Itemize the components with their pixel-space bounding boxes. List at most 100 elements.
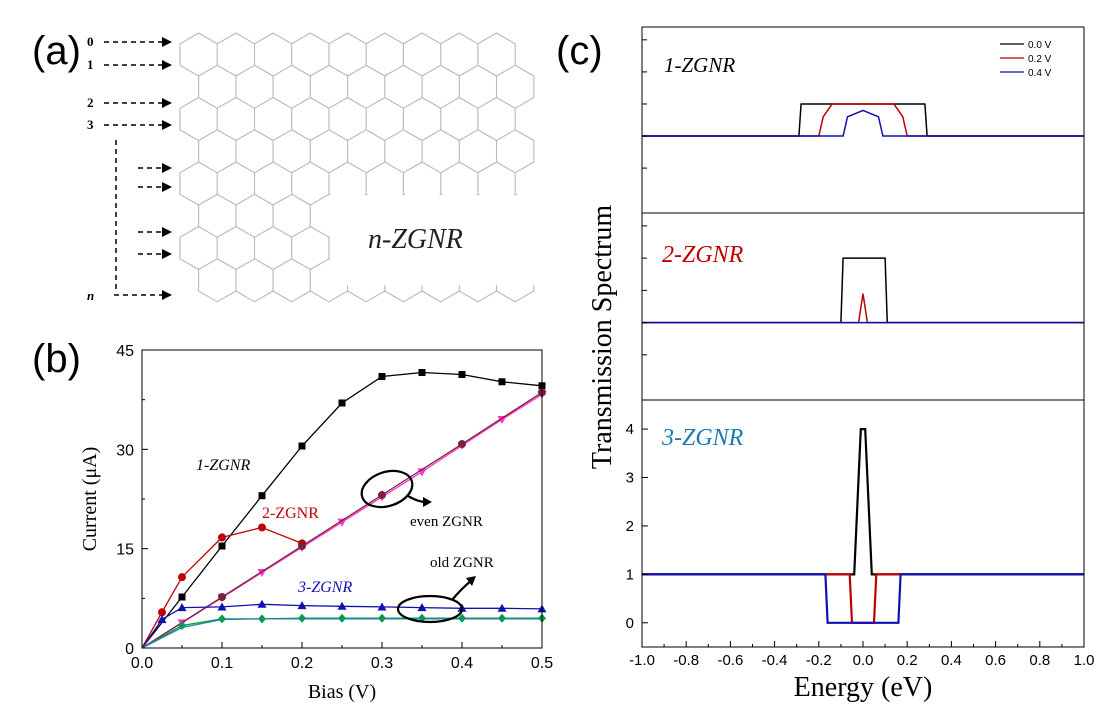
data-point: [258, 492, 266, 500]
panel-a-label: (a): [32, 29, 81, 73]
label-2-zgnr-b: 2-ZGNR: [262, 505, 319, 522]
y-tick-label-b: 0: [125, 641, 134, 658]
x-tick-label-c: 0.6: [985, 652, 1006, 669]
subplot-3-series: [642, 428, 1084, 624]
x-tick-label-b: 0.5: [531, 655, 553, 672]
x-tick-label-c: -0.4: [762, 652, 788, 669]
data-point: [497, 416, 507, 425]
subplot-1-series: [642, 103, 1084, 137]
subplot-label-1: 1-ZGNR: [664, 53, 735, 77]
series-line-maroon: [141, 391, 543, 649]
series-black: [141, 369, 546, 649]
data-point: [298, 613, 306, 623]
series-line-red: [141, 526, 303, 649]
data-point: [218, 533, 226, 542]
spectrum-line-red: [642, 293, 1084, 324]
x-tick-label-b: 0.4: [451, 655, 473, 672]
data-point: [498, 378, 506, 386]
subplot-2-series: [642, 257, 1084, 324]
data-point: [218, 593, 226, 602]
data-point: [338, 613, 346, 623]
y-tick-label-c: 4: [626, 421, 634, 438]
y-tick-label-b: 45: [116, 343, 134, 360]
current-bias-series: [141, 369, 547, 649]
y-tick-label-c: 2: [626, 518, 634, 535]
data-point: [418, 369, 426, 377]
x-tick-label-c: 1.0: [1074, 652, 1095, 669]
current-bias-plot: 0.0 0.1 0.2 0.3 0.4 0.5 0 15 30 45 Bias (V) Curre…: [79, 343, 553, 703]
series-red: [141, 523, 306, 649]
data-point: [338, 399, 346, 407]
spectrum-line-blue: [642, 573, 1084, 624]
series-line-teal: [141, 618, 542, 649]
ribbon-label: n-ZGNR: [368, 224, 463, 255]
y-tick-label-c: 0: [626, 615, 634, 632]
data-point: [417, 603, 427, 612]
x-tick-label-c: 0.8: [1029, 652, 1050, 669]
label-even-zgnr: even ZGNR: [410, 514, 483, 530]
x-axis-label-c: Energy (eV): [794, 672, 933, 703]
even-arrow-head: [423, 497, 432, 507]
data-point: [257, 599, 267, 608]
series-maroon: [141, 388, 546, 649]
x-tick-label-c: -0.8: [673, 652, 699, 669]
y-axis-label-c: Transmission Spectrum: [587, 205, 618, 469]
x-tick-label-c: 0.0: [853, 652, 874, 669]
data-point: [378, 372, 386, 380]
edge-arrows: 0 1 2 3 n: [87, 34, 172, 303]
odd-ellipse: [396, 594, 464, 624]
label-1-zgnr-b: 1-ZGNR: [196, 457, 250, 474]
data-point: [258, 523, 266, 532]
data-point: [378, 613, 386, 623]
y-tick-label-c: 3: [626, 469, 634, 486]
spectrum-line-red: [642, 103, 1084, 137]
spectrum-line-black: [642, 103, 1084, 137]
plot-b-ticks: 0.0 0.1 0.2 0.3 0.4 0.5 0 15 30 45: [116, 343, 553, 672]
data-point: [157, 615, 167, 624]
odd-arrow: [451, 579, 473, 601]
data-point: [458, 440, 466, 449]
legend-item-1: 0.2 V: [1028, 54, 1052, 65]
data-point: [177, 603, 187, 612]
transmission-series: [642, 103, 1084, 624]
edge-label-0: 0: [87, 34, 94, 49]
series-teal: [141, 618, 542, 649]
x-tick-label-c: -0.2: [806, 652, 832, 669]
data-point: [158, 608, 166, 617]
transmission-plot: 0 1 2 3 4 -1.0 -0.8 -0.6 -0.4 -0.2 0.0 0.2 0.4 0.6 0.8…: [587, 26, 1095, 703]
edge-label-3: 3: [87, 117, 94, 132]
x-tick-label-c: -0.6: [717, 652, 743, 669]
panel-c-label: (c): [556, 29, 603, 73]
even-ellipse: [360, 469, 414, 509]
data-point: [298, 542, 306, 551]
edge-label-2: 2: [87, 95, 94, 110]
data-point: [337, 518, 347, 527]
edge-label-n: n: [87, 288, 94, 303]
legend: 0.0 V 0.2 V 0.4 V: [1000, 40, 1052, 79]
legend-item-2: 0.4 V: [1028, 68, 1052, 79]
x-tick-label-b: 0.1: [211, 655, 233, 672]
x-tick-label-c: 0.2: [897, 652, 918, 669]
data-point: [497, 603, 507, 612]
y-axis-label-b: Current (μA): [79, 447, 101, 552]
data-point: [458, 371, 466, 379]
series-green: [141, 613, 546, 649]
plot-c-ticks: 0 1 2 3 4 -1.0 -0.8 -0.6 -0.4 -0.2 0.0 0.2 0.4 0.6 0.8…: [626, 39, 1095, 669]
data-point: [178, 573, 186, 582]
legend-item-0: 0.0 V: [1028, 40, 1052, 51]
label-backdrop: [330, 195, 550, 285]
data-point: [298, 442, 306, 450]
subplot-label-2: 2-ZGNR: [662, 242, 744, 268]
spectrum-line-black: [642, 428, 1084, 576]
x-tick-label-b: 0.0: [131, 655, 153, 672]
series-blue: [141, 599, 547, 649]
edge-label-1: 1: [87, 57, 94, 72]
data-point: [458, 613, 466, 623]
x-tick-label-c: 0.4: [941, 652, 962, 669]
x-tick-label-b: 0.2: [291, 655, 313, 672]
x-axis-label-b: Bias (V): [308, 681, 376, 703]
x-tick-label-b: 0.3: [371, 655, 393, 672]
data-point: [337, 601, 347, 610]
spectrum-line-red: [642, 573, 1084, 624]
